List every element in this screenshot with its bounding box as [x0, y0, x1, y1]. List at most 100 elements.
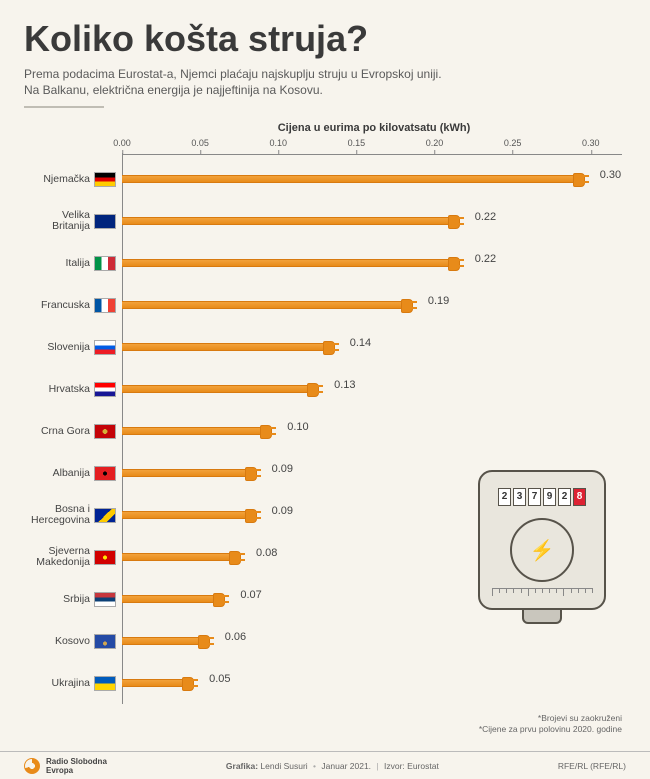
country-label: Slovenija: [22, 342, 90, 354]
chart-row: Crna Gora0.10: [122, 410, 626, 452]
plug-icon: [401, 298, 419, 312]
bar-value: 0.06: [225, 631, 246, 643]
axis-tick: 0.15: [348, 138, 366, 148]
bar-wrap: 0.30: [122, 172, 621, 186]
chart-row: Francuska0.19: [122, 284, 626, 326]
bar: [122, 385, 307, 393]
axis-tick: 0.10: [269, 138, 287, 148]
bar: [122, 343, 323, 351]
country-label: Kosovo: [22, 636, 90, 648]
country-label: Bosna iHercegovina: [22, 504, 90, 527]
country-label: Ukrajina: [22, 678, 90, 690]
bar: [122, 595, 213, 603]
meter-digit: 2: [558, 488, 571, 506]
axis-tick: 0.00: [113, 138, 131, 148]
country-label: SjevernaMakedonija: [22, 546, 90, 569]
footnote-1: *Brojevi su zaokruženi: [479, 713, 622, 724]
flag-icon: [94, 550, 116, 565]
meter-base: [522, 610, 562, 624]
footnote-2: *Cijene za prvu polovinu 2020. godine: [479, 724, 622, 735]
flag-icon: [94, 592, 116, 607]
bar-value: 0.09: [272, 505, 293, 517]
x-axis: 0.000.050.100.150.200.250.30: [122, 138, 622, 152]
divider: [24, 106, 104, 108]
bar-wrap: 0.22: [122, 214, 496, 228]
meter-body: 237928 ⚡: [478, 470, 606, 610]
footer-left: Radio SlobodnaEvropa: [24, 757, 107, 775]
flag-icon: [94, 676, 116, 691]
chart-row: Njemačka0.30: [122, 158, 626, 200]
chart-row: VelikaBritanija0.22: [122, 200, 626, 242]
plug-icon: [198, 634, 216, 648]
lightning-icon: ⚡: [530, 538, 555, 563]
country-label: Njemačka: [22, 174, 90, 186]
bar: [122, 427, 260, 435]
copyright: RFE/RL (RFE/RL): [558, 761, 626, 771]
meter-digit: 2: [498, 488, 511, 506]
chart-row: Kosovo0.06: [122, 620, 626, 662]
axis-label: Cijena u eurima po kilovatsatu (kWh): [92, 122, 626, 134]
country-label: Crna Gora: [22, 426, 90, 438]
bar-value: 0.13: [334, 379, 355, 391]
subtitle-line-2: Na Balkanu, električna energija je najje…: [24, 83, 323, 97]
plug-icon: [448, 256, 466, 270]
meter-digit: 9: [543, 488, 556, 506]
bar-wrap: 0.09: [122, 508, 293, 522]
flag-icon: [94, 172, 116, 187]
flag-icon: [94, 298, 116, 313]
meter-scale: [492, 588, 592, 598]
bar: [122, 553, 229, 561]
plug-icon: [260, 424, 278, 438]
bar: [122, 469, 245, 477]
axis-tick: 0.05: [191, 138, 209, 148]
country-label: VelikaBritanija: [22, 210, 90, 233]
source: Eurostat: [407, 761, 439, 771]
chart-row: Italija0.22: [122, 242, 626, 284]
bar: [122, 259, 448, 267]
footnotes: *Brojevi su zaokruženi *Cijene za prvu p…: [479, 713, 622, 735]
bar-value: 0.07: [240, 589, 261, 601]
bar-value: 0.22: [475, 211, 496, 223]
footer: Radio SlobodnaEvropa Grafika: Lendi Susu…: [0, 751, 650, 779]
credits: Grafika: Lendi Susuri • Januar 2021. | I…: [226, 761, 439, 771]
plug-icon: [245, 508, 263, 522]
meter-digit: 8: [573, 488, 586, 506]
bar: [122, 511, 245, 519]
bar-wrap: 0.22: [122, 256, 496, 270]
bar-value: 0.05: [209, 673, 230, 685]
bar-value: 0.14: [350, 337, 371, 349]
meter-digit: 7: [528, 488, 541, 506]
flag-icon: [94, 256, 116, 271]
bar-value: 0.22: [475, 253, 496, 265]
bar-wrap: 0.09: [122, 466, 293, 480]
bar: [122, 679, 182, 687]
page-title: Koliko košta struja?: [24, 18, 626, 60]
country-label: Srbija: [22, 594, 90, 606]
bar: [122, 637, 198, 645]
bar-value: 0.09: [272, 463, 293, 475]
country-label: Italija: [22, 258, 90, 270]
chart-row: Ukrajina0.05: [122, 662, 626, 704]
bar-value: 0.08: [256, 547, 277, 559]
rferl-logo-icon: [24, 758, 40, 774]
axis-tick: 0.20: [426, 138, 444, 148]
bar-wrap: 0.14: [122, 340, 371, 354]
flag-icon: [94, 466, 116, 481]
logo-text: Radio SlobodnaEvropa: [46, 757, 107, 775]
bar-wrap: 0.05: [122, 676, 231, 690]
flag-icon: [94, 508, 116, 523]
plug-icon: [229, 550, 247, 564]
chart-row: Slovenija0.14: [122, 326, 626, 368]
bar-wrap: 0.07: [122, 592, 262, 606]
plug-icon: [307, 382, 325, 396]
flag-icon: [94, 424, 116, 439]
bar-wrap: 0.13: [122, 382, 356, 396]
chart-row: Hrvatska0.13: [122, 368, 626, 410]
bar-wrap: 0.19: [122, 298, 449, 312]
bar-wrap: 0.08: [122, 550, 277, 564]
bar: [122, 301, 401, 309]
axis-tick: 0.25: [504, 138, 522, 148]
bar-value: 0.19: [428, 295, 449, 307]
bar: [122, 217, 448, 225]
plug-icon: [448, 214, 466, 228]
